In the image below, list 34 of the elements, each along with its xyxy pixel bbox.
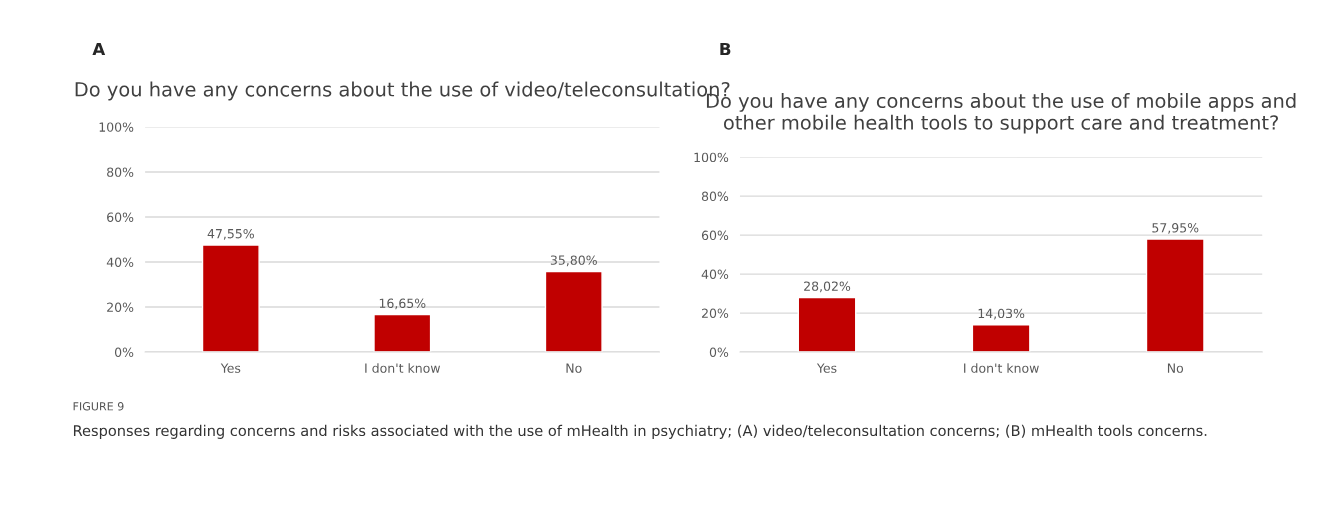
x-tick-label: Yes [220,363,241,373]
x-tick-label: No [566,363,582,373]
y-tick-label: 40% [106,257,134,267]
y-tick-label: 60% [107,212,134,222]
data-label: 47,55% [207,228,254,240]
bar [373,313,432,353]
y-tick-label: 0% [114,347,134,357]
y-tick-label: 60% [701,230,729,241]
y-tick-label: 0% [709,347,729,357]
x-tick-label: No [1167,363,1184,373]
data-label: 14,03% [978,308,1025,320]
bar [971,324,1031,353]
y-tick-label: 20% [701,308,729,318]
x-tick-label: I don't know [964,363,1039,373]
x-tick-label: I don't know [365,363,441,373]
caption: FIGURE 9 [73,402,124,411]
y-tick-label: 100% [694,152,729,163]
text: B [720,42,731,56]
bar [1145,238,1205,353]
data-label: 35,80% [550,255,597,267]
y-tick-label: 40% [701,269,729,280]
data-label: 16,65% [379,298,426,310]
text: A [92,42,106,56]
y-tick-label: 100% [99,122,134,132]
y-tick-label: 80% [107,167,134,177]
bar [201,244,260,353]
x-tick-label: Yes [816,363,837,373]
bar [797,296,857,353]
data-label: 28,02% [804,281,851,293]
text: Responses regarding concerns and risks associated with the use of mHealth in psychiatry; (A) video/teleconsultation concerns; (B) mHealth tools concerns. [73,424,1207,439]
data-label: 57,95% [1152,223,1199,234]
y-tick-label: 20% [107,302,134,312]
bar [544,270,603,353]
y-tick-label: 80% [701,191,729,202]
